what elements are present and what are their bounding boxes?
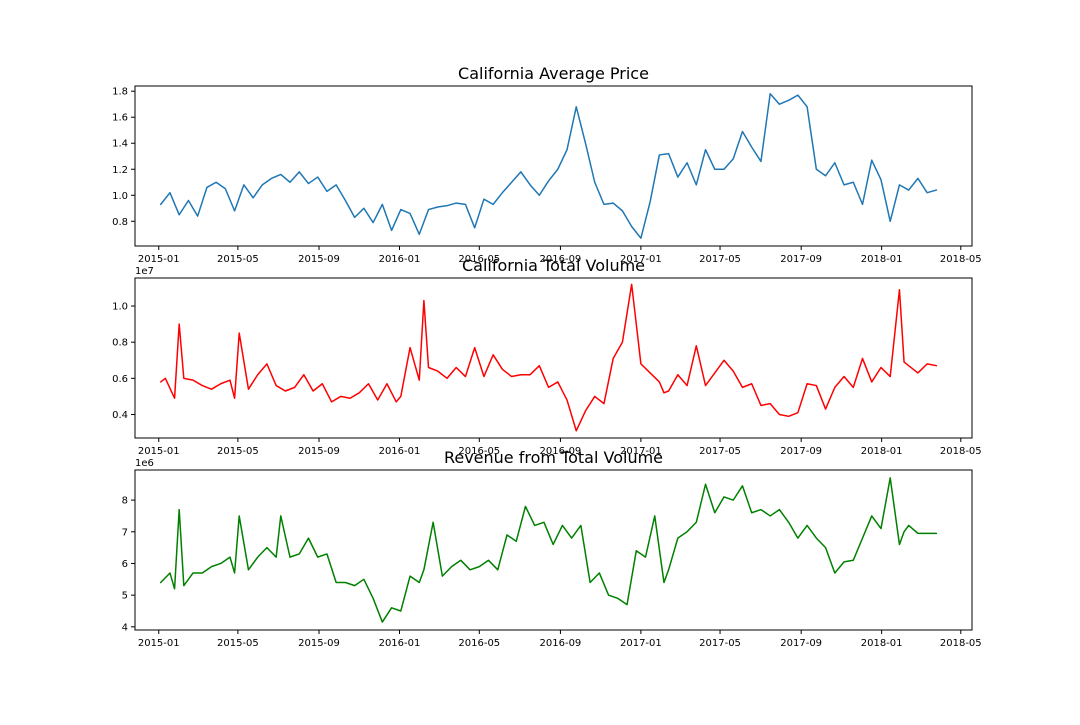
x-tick-label: 2015-09 xyxy=(298,254,340,265)
x-tick-label: 2017-09 xyxy=(780,254,822,265)
chart-panel-3: Revenue from Total Volume 2015-01 2015-05 2… xyxy=(122,448,982,649)
y-tick-label: 4 xyxy=(122,622,128,633)
chart-title: California Average Price xyxy=(458,64,649,83)
x-tick-label: 2016-05 xyxy=(458,446,500,457)
y-tick-label: 0.8 xyxy=(112,338,128,349)
x-tick-label: 2015-01 xyxy=(138,446,180,457)
chart-title: Revenue from Total Volume xyxy=(444,448,663,467)
x-tick-label: 2016-01 xyxy=(379,638,421,649)
x-tick-label: 2017-01 xyxy=(620,254,662,265)
y-tick-label: 7 xyxy=(122,527,128,538)
y-tick-label: 5 xyxy=(122,591,128,602)
x-tick-label: 2016-05 xyxy=(458,638,500,649)
x-tick-label: 2015-05 xyxy=(217,446,259,457)
x-tick-label: 2016-05 xyxy=(458,254,500,265)
x-tick-label: 2016-09 xyxy=(540,446,582,457)
x-tick-label: 2016-09 xyxy=(540,254,582,265)
x-tick-label: 2017-09 xyxy=(780,446,822,457)
axes-frame xyxy=(134,85,973,247)
y-tick-label: 0.4 xyxy=(112,410,128,421)
x-tick-label: 2017-05 xyxy=(699,638,741,649)
y-tick-label: 1.6 xyxy=(112,113,128,124)
axis-offset-label: 1e6 xyxy=(135,458,154,469)
y-tick-label: 0.8 xyxy=(112,217,128,228)
x-tick-label: 2017-05 xyxy=(699,446,741,457)
y-tick-label: 0.6 xyxy=(112,374,128,385)
y-tick-label: 1.4 xyxy=(112,139,128,150)
x-tick-label: 2015-05 xyxy=(217,254,259,265)
x-tick-label: 2018-01 xyxy=(861,638,903,649)
chart-panel-1: California Average Price 2015-01 2015-05 20… xyxy=(112,64,982,265)
axis-offset-label: 1e7 xyxy=(135,266,154,277)
x-tick-label: 2018-05 xyxy=(940,254,982,265)
series-line xyxy=(159,93,938,239)
series-line xyxy=(159,477,938,623)
y-tick-label: 8 xyxy=(122,496,128,507)
x-tick-label: 2018-05 xyxy=(940,638,982,649)
x-tick-label: 2018-01 xyxy=(861,254,903,265)
x-tick-label: 2015-09 xyxy=(298,446,340,457)
y-tick-label: 6 xyxy=(122,559,128,570)
axes-frame xyxy=(134,469,973,631)
y-tick-label: 1.0 xyxy=(112,302,128,313)
x-tick-label: 2018-01 xyxy=(861,446,903,457)
x-tick-label: 2015-01 xyxy=(138,254,180,265)
x-tick-label: 2015-01 xyxy=(138,638,180,649)
x-tick-label: 2018-05 xyxy=(940,446,982,457)
y-tick-label: 1.0 xyxy=(112,191,128,202)
x-tick-label: 2017-01 xyxy=(620,638,662,649)
series-line xyxy=(159,283,938,432)
x-tick-label: 2015-05 xyxy=(217,638,259,649)
chart-title: California Total Volume xyxy=(462,256,645,275)
x-tick-label: 2016-01 xyxy=(379,446,421,457)
x-tick-label: 2017-05 xyxy=(699,254,741,265)
x-tick-label: 2015-09 xyxy=(298,638,340,649)
x-tick-label: 2016-09 xyxy=(540,638,582,649)
x-tick-label: 2016-01 xyxy=(379,254,421,265)
y-tick-label: 1.8 xyxy=(112,87,128,98)
x-tick-label: 2017-01 xyxy=(620,446,662,457)
axes-frame xyxy=(134,277,973,439)
chart-panel-2: California Total Volume 2015-01 2015-05 201… xyxy=(112,256,982,457)
y-tick-label: 1.2 xyxy=(112,165,128,176)
x-tick-label: 2017-09 xyxy=(780,638,822,649)
